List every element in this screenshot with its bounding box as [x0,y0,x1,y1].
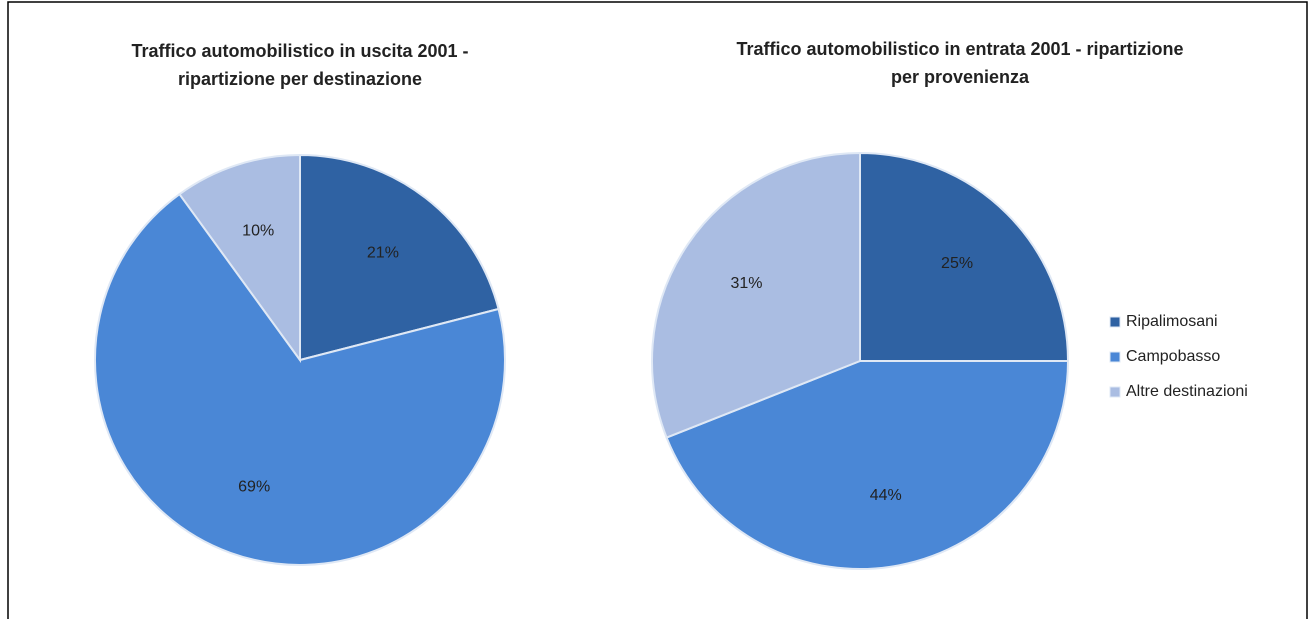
data-label: 69% [238,479,270,496]
chart-title: ripartizione per destinazione [178,69,422,89]
legend-label: Campobasso [1126,348,1220,365]
data-label: 25% [941,255,973,272]
legend-label: Altre destinazioni [1126,383,1248,400]
pie-slice [665,360,1070,570]
legend-swatch [1109,316,1121,328]
chart-title: Traffico automobilistico in entrata 2001… [736,39,1183,59]
legend-swatch [1109,351,1121,363]
data-label: 10% [242,223,274,240]
data-label: 31% [730,275,762,292]
pie-slice [178,153,301,364]
chart-title: Traffico automobilistico in uscita 2001 … [131,41,468,61]
pie-slice [299,153,500,362]
legend-swatch [1109,386,1121,398]
data-label: 21% [367,244,399,261]
frame [7,1,1308,619]
data-label: 44% [870,487,902,504]
pie-slice [94,192,506,566]
chart-title: per provenienza [891,67,1030,87]
pie-slice [651,151,861,439]
legend-label: Ripalimosani [1126,313,1218,330]
pie-slice [859,151,1070,362]
